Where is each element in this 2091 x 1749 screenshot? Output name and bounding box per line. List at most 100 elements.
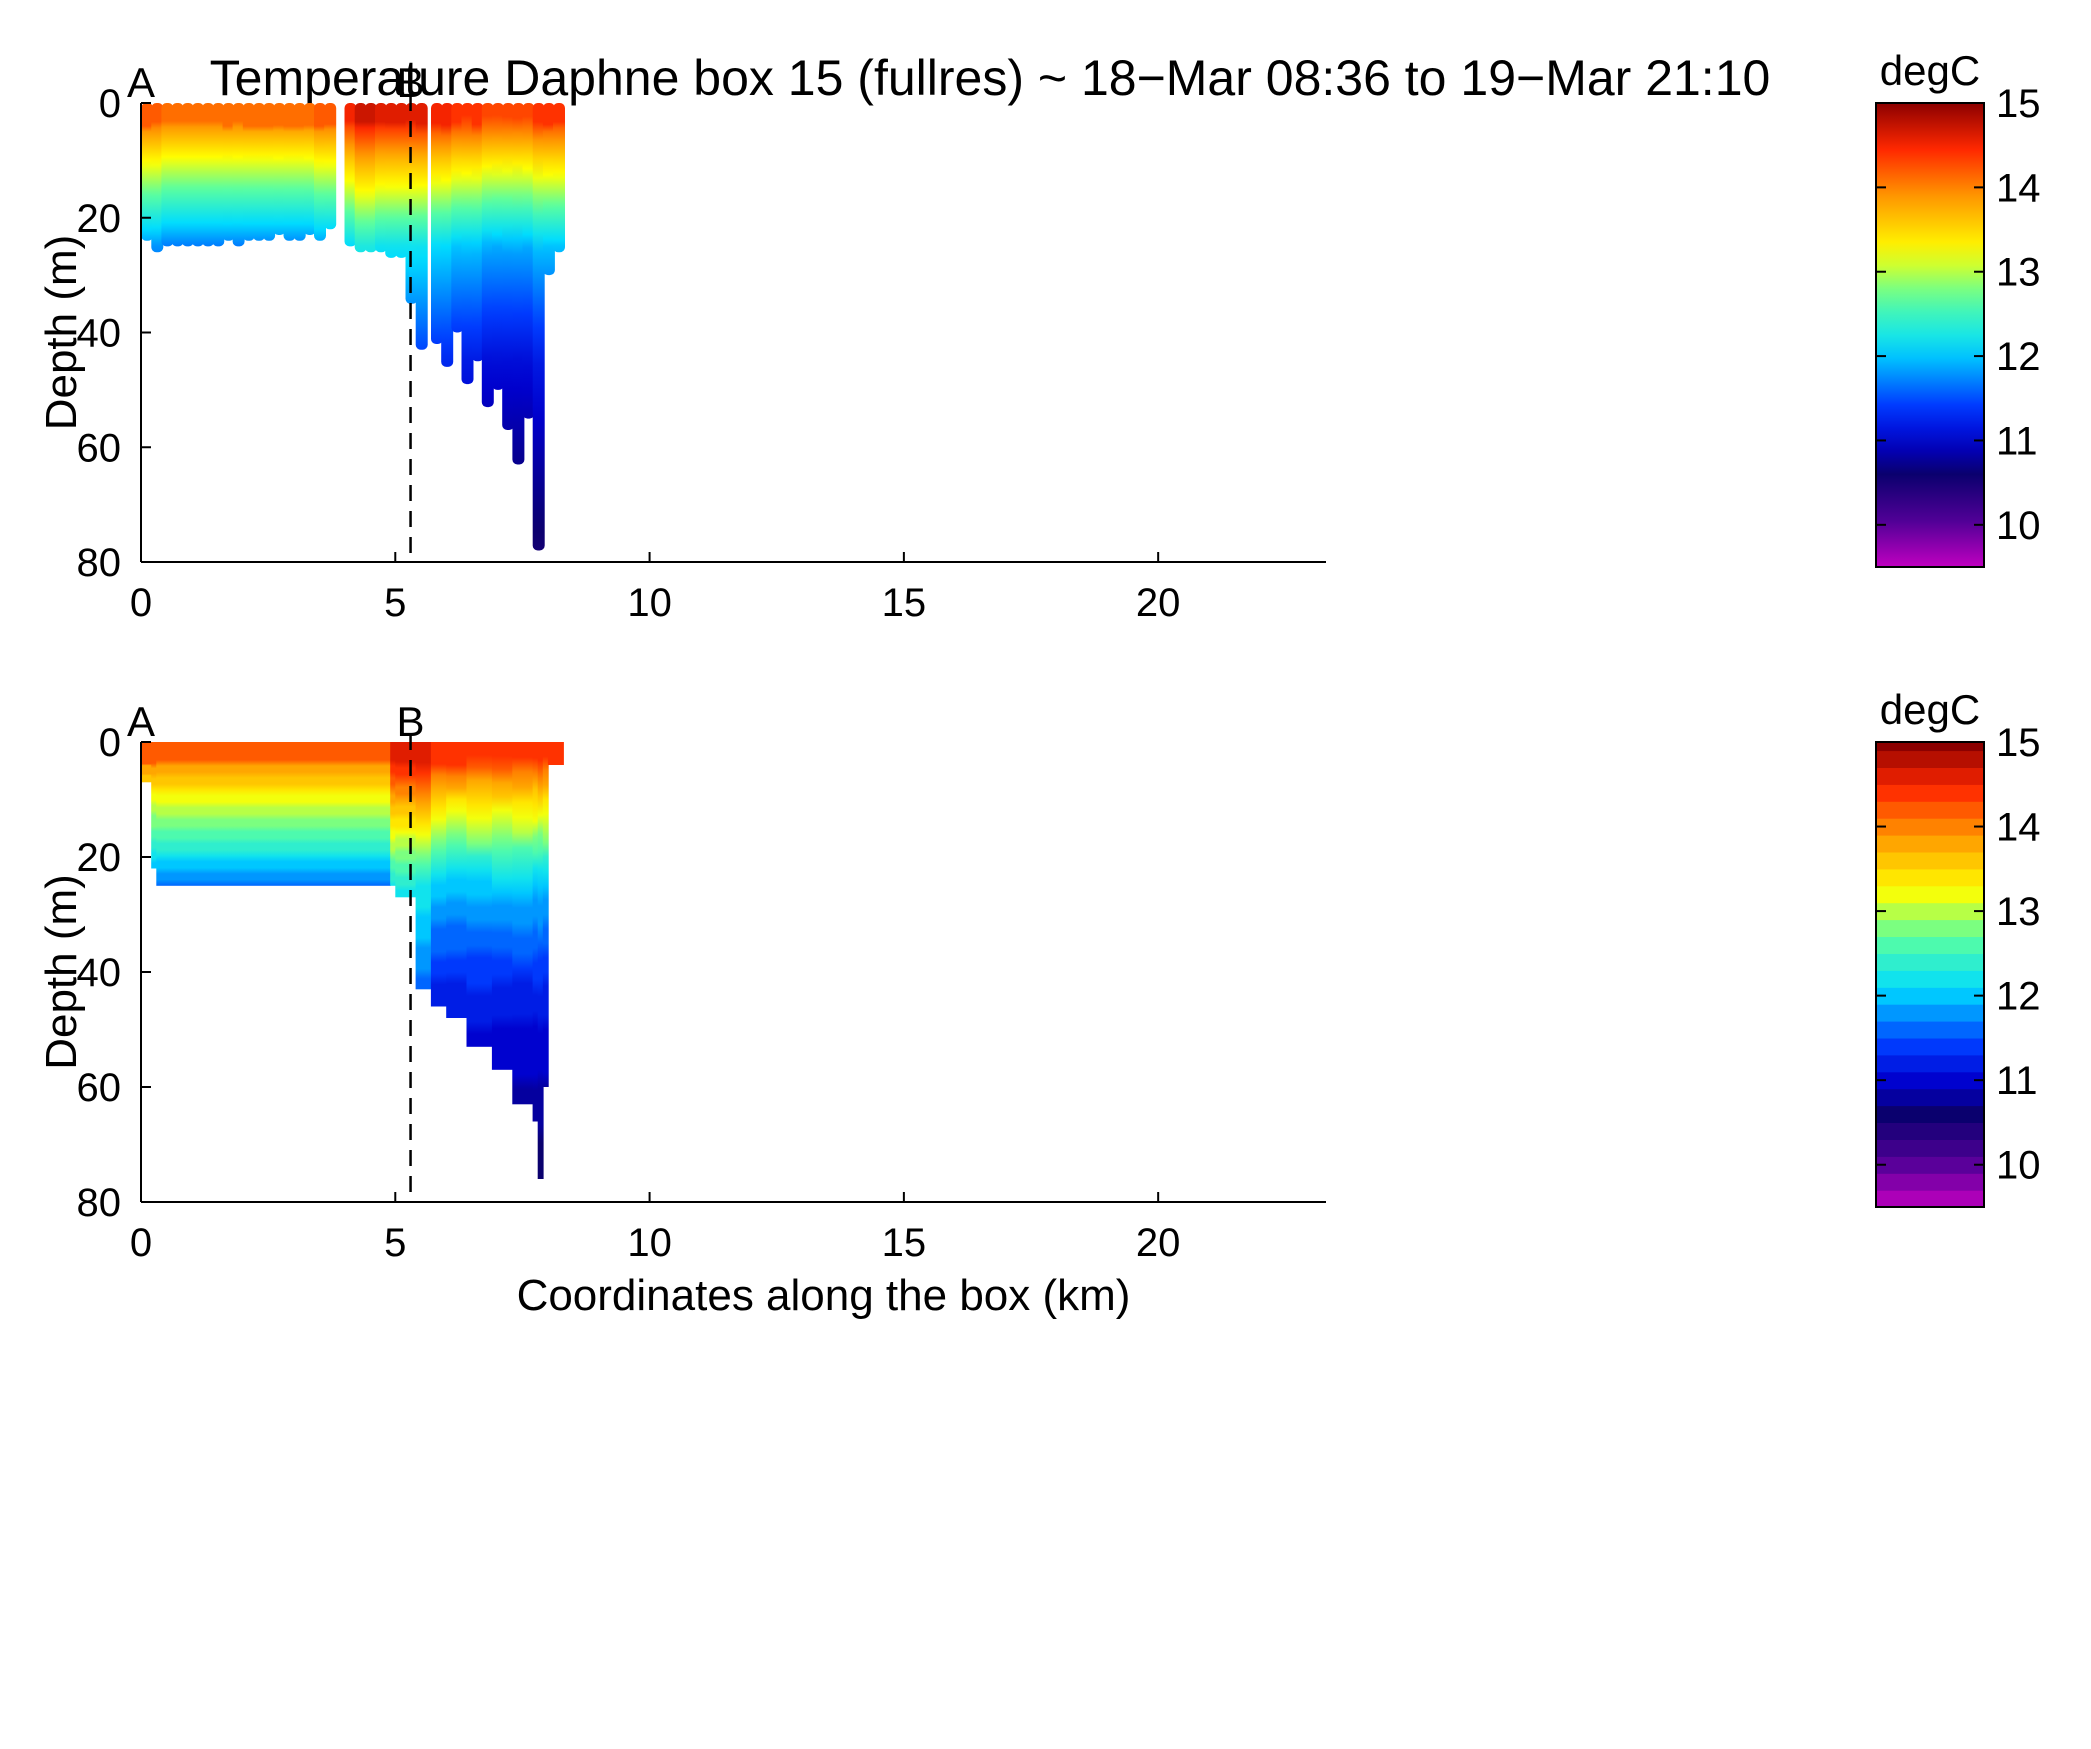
temperature-profile — [451, 103, 464, 333]
temperature-profile — [283, 103, 296, 241]
colorbar-tick-label: 10 — [1996, 1144, 2041, 1188]
marker-label: A — [127, 698, 155, 745]
colorbar-level — [1876, 919, 1984, 937]
y-tick-label: 0 — [99, 721, 121, 765]
temperature-profile — [415, 103, 428, 350]
x-tick-label: 20 — [1136, 1221, 1181, 1265]
colorbar-tick-label: 12 — [1996, 975, 2041, 1019]
colorbar-level — [1876, 851, 1984, 870]
temperature-profile — [385, 103, 398, 258]
colorbar-level — [1876, 1088, 1984, 1107]
colorbar-tick-label: 12 — [1996, 335, 2041, 379]
colorbar-level — [1876, 1122, 1984, 1140]
temperature-profile — [522, 103, 535, 419]
contour-column — [537, 742, 544, 1179]
bottom-temperature-contours — [141, 742, 564, 1179]
temperature-profile — [395, 103, 408, 258]
contour-column — [390, 742, 397, 886]
colorbar-level — [1876, 1156, 1984, 1174]
y-tick-label: 20 — [77, 836, 122, 880]
contour-column — [547, 742, 559, 765]
temperature-profile — [364, 103, 377, 253]
bottom-y-axis-label: Depth (m) — [37, 874, 86, 1070]
y-tick-label: 0 — [99, 82, 121, 126]
bottom-axes: 0 5 10 15 20 0 20 40 60 80 — [77, 721, 1326, 1265]
temperature-profile — [492, 103, 504, 390]
colorbar-level — [1876, 742, 1984, 752]
colorbar-level — [1876, 1054, 1984, 1073]
colorbar-unit: degC — [1880, 686, 1980, 733]
temperature-profile — [314, 103, 326, 241]
temperature-profile — [481, 103, 494, 408]
colorbar-level — [1876, 953, 1984, 971]
temperature-profile — [303, 103, 316, 235]
colorbar-level — [1876, 987, 1984, 1005]
contour-column — [151, 742, 158, 869]
colorbar-level — [1876, 835, 1984, 853]
colorbar-tick-label: 13 — [1996, 890, 2041, 934]
x-tick-label: 10 — [627, 581, 672, 625]
top-y-axis-label: Depth (m) — [37, 235, 86, 431]
colorbar-level — [1876, 1037, 1984, 1056]
marker-label: A — [127, 59, 155, 106]
colorbar-level — [1876, 1004, 1984, 1022]
colorbar-level — [1876, 936, 1984, 954]
temperature-profile — [344, 103, 357, 247]
y-tick-label: 40 — [77, 312, 122, 356]
temperature-profile — [542, 103, 555, 276]
top-axes: 0 5 10 15 20 0 20 40 60 80 — [77, 82, 1326, 625]
colorbar-level — [1876, 868, 1984, 887]
x-tick-label: 0 — [130, 1221, 152, 1265]
colorbar-level — [1876, 1105, 1984, 1123]
temperature-profile — [191, 103, 204, 247]
y-tick-label: 60 — [77, 1066, 122, 1110]
temperature-profile — [161, 103, 174, 247]
temperature-profile — [151, 103, 164, 253]
contour-column — [491, 742, 513, 1070]
contour-column — [141, 742, 152, 783]
temperature-profile — [471, 103, 484, 362]
temperature-profile — [293, 103, 306, 241]
colorbar-unit: degC — [1880, 47, 1980, 94]
contour-column — [466, 742, 493, 1047]
x-tick-label: 15 — [882, 1221, 927, 1265]
temperature-profile — [263, 103, 276, 241]
colorbar-level — [1876, 767, 1984, 785]
contour-column — [446, 742, 468, 1018]
colorbar-level — [1876, 750, 1984, 768]
y-tick-label: 60 — [77, 426, 122, 470]
contour-column — [430, 742, 447, 1007]
colorbar-tick-label: 14 — [1996, 166, 2041, 210]
colorbar-level — [1876, 1071, 1984, 1090]
temperature-profile — [324, 103, 337, 230]
temperature-profile — [232, 103, 245, 247]
temperature-profile — [461, 103, 474, 385]
temperature-profile — [202, 103, 215, 247]
x-tick-label: 5 — [384, 1221, 406, 1265]
top-temperature-profiles — [141, 103, 565, 551]
x-tick-label: 0 — [130, 581, 152, 625]
colorbar-level — [1876, 885, 1984, 904]
contour-column — [512, 742, 534, 1105]
temperature-profile — [253, 103, 265, 241]
colorbar-tick-label: 11 — [1996, 419, 2038, 463]
colorbar-level — [1876, 970, 1984, 988]
colorbar-gradient — [1876, 103, 1984, 567]
colorbar-frame — [1875, 741, 1985, 1208]
temperature-profile — [512, 103, 525, 465]
colorbar-level — [1876, 1021, 1984, 1039]
temperature-profile — [171, 103, 184, 247]
figure-title: Temperature Daphne box 15 (fullres) ~ 18… — [210, 50, 1771, 106]
colorbar-frame — [1875, 102, 1985, 568]
temperature-profile — [441, 103, 454, 367]
temperature-profile — [553, 103, 565, 253]
temperature-profile — [502, 103, 515, 430]
y-tick-label: 40 — [77, 951, 122, 995]
colorbar-tick-label: 15 — [1996, 721, 2041, 765]
colorbar-tick-label: 15 — [1996, 82, 2041, 126]
colorbar-level — [1876, 1173, 1984, 1191]
